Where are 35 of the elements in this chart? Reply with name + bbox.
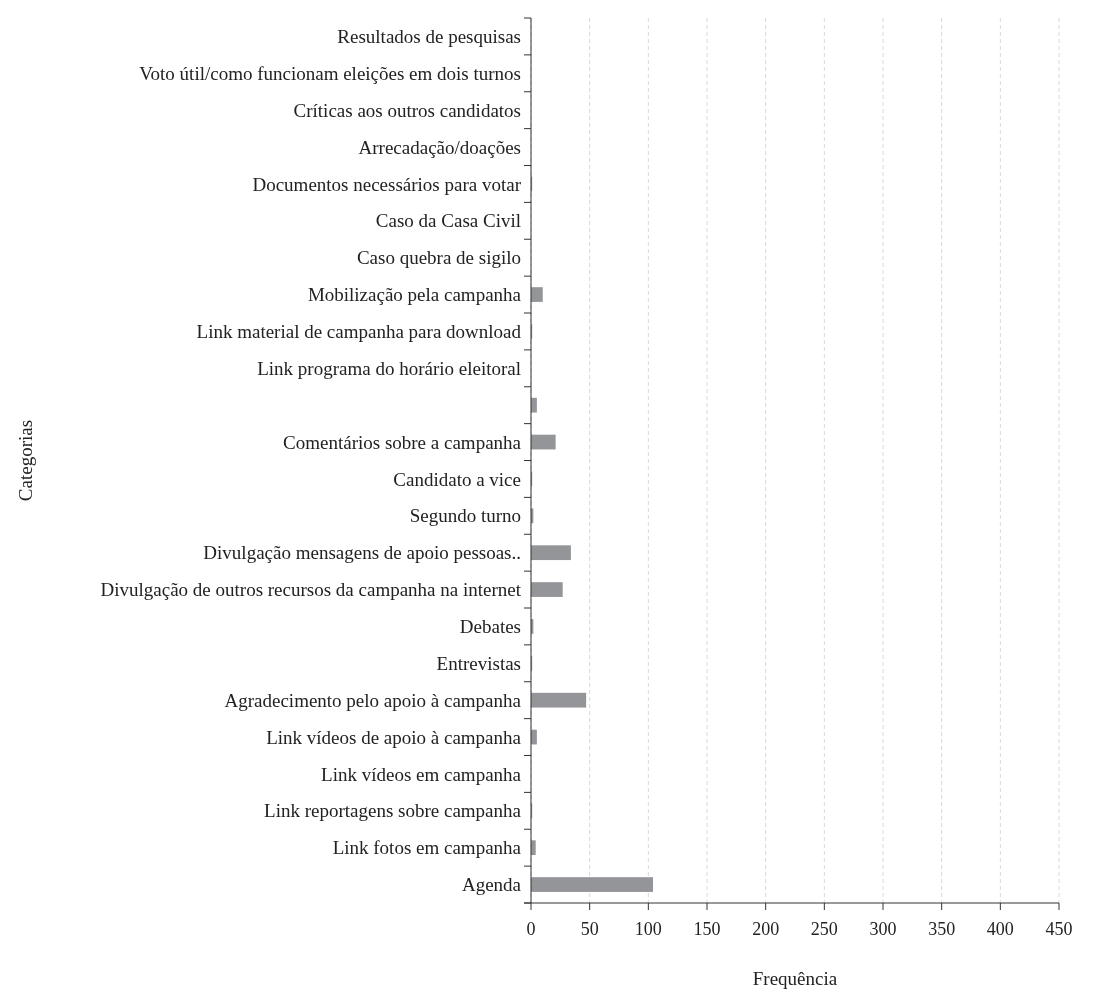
y-tick-label: Link vídeos em campanha	[321, 763, 522, 785]
x-tick-label: 400	[986, 919, 1014, 939]
y-tick-label: Voto útil/como funcionam eleições em dois turnos	[139, 62, 521, 84]
x-tick-label: 350	[928, 919, 956, 939]
x-tick-label: 250	[810, 919, 838, 939]
y-tick-label: Segundo turno	[409, 505, 521, 527]
x-tick-label: 150	[693, 919, 721, 939]
y-tick-label: Candidato a vice	[393, 468, 521, 490]
x-tick-label: 200	[752, 919, 780, 939]
y-tick-label: Críticas aos outros candidatos	[293, 99, 521, 121]
y-tick-label: Link material de campanha para download	[196, 321, 522, 343]
y-tick-label: Debates	[459, 616, 521, 638]
y-tick-label: Documentos necessários para votar	[252, 173, 522, 195]
y-tick-label: Link reportagens sobre campanha	[264, 800, 522, 822]
y-tick-label: Resultados de pesquisas	[337, 26, 521, 48]
x-tick-label: 450	[1045, 919, 1073, 939]
y-tick-label: Arrecadação/doações	[358, 136, 521, 158]
y-axis-title: Categorias	[15, 419, 36, 502]
x-axis-title: Frequência	[752, 968, 838, 989]
x-tick-label: 300	[869, 919, 897, 939]
y-tick-label: Caso quebra de sigilo	[356, 247, 521, 269]
y-tick-label: Link vídeos de apoio à campanha	[266, 726, 522, 748]
y-tick-label: Mobilização pela campanha	[307, 284, 522, 306]
y-tick-label: Divulgação mensagens de apoio pessoas..	[203, 542, 521, 564]
y-tick-label: Link programa do horário eleitoral	[257, 357, 521, 379]
y-tick-label: Caso da Casa Civil	[375, 210, 521, 232]
y-tick-label: Link fotos em campanha	[332, 837, 522, 859]
y-tick-label: Agradecimento pelo apoio à campanha	[224, 689, 522, 711]
y-tick-label: Comentários sobre a campanha	[283, 431, 522, 453]
y-tick-label: Entrevistas	[436, 652, 521, 674]
x-tick-label: 100	[634, 919, 662, 939]
y-tick-label: Divulgação de outros recursos da campanha na internet	[100, 579, 522, 601]
x-tick-label: 0	[526, 919, 536, 939]
x-tick-label: 50	[580, 919, 599, 939]
y-tick-label: Agenda	[461, 874, 522, 896]
